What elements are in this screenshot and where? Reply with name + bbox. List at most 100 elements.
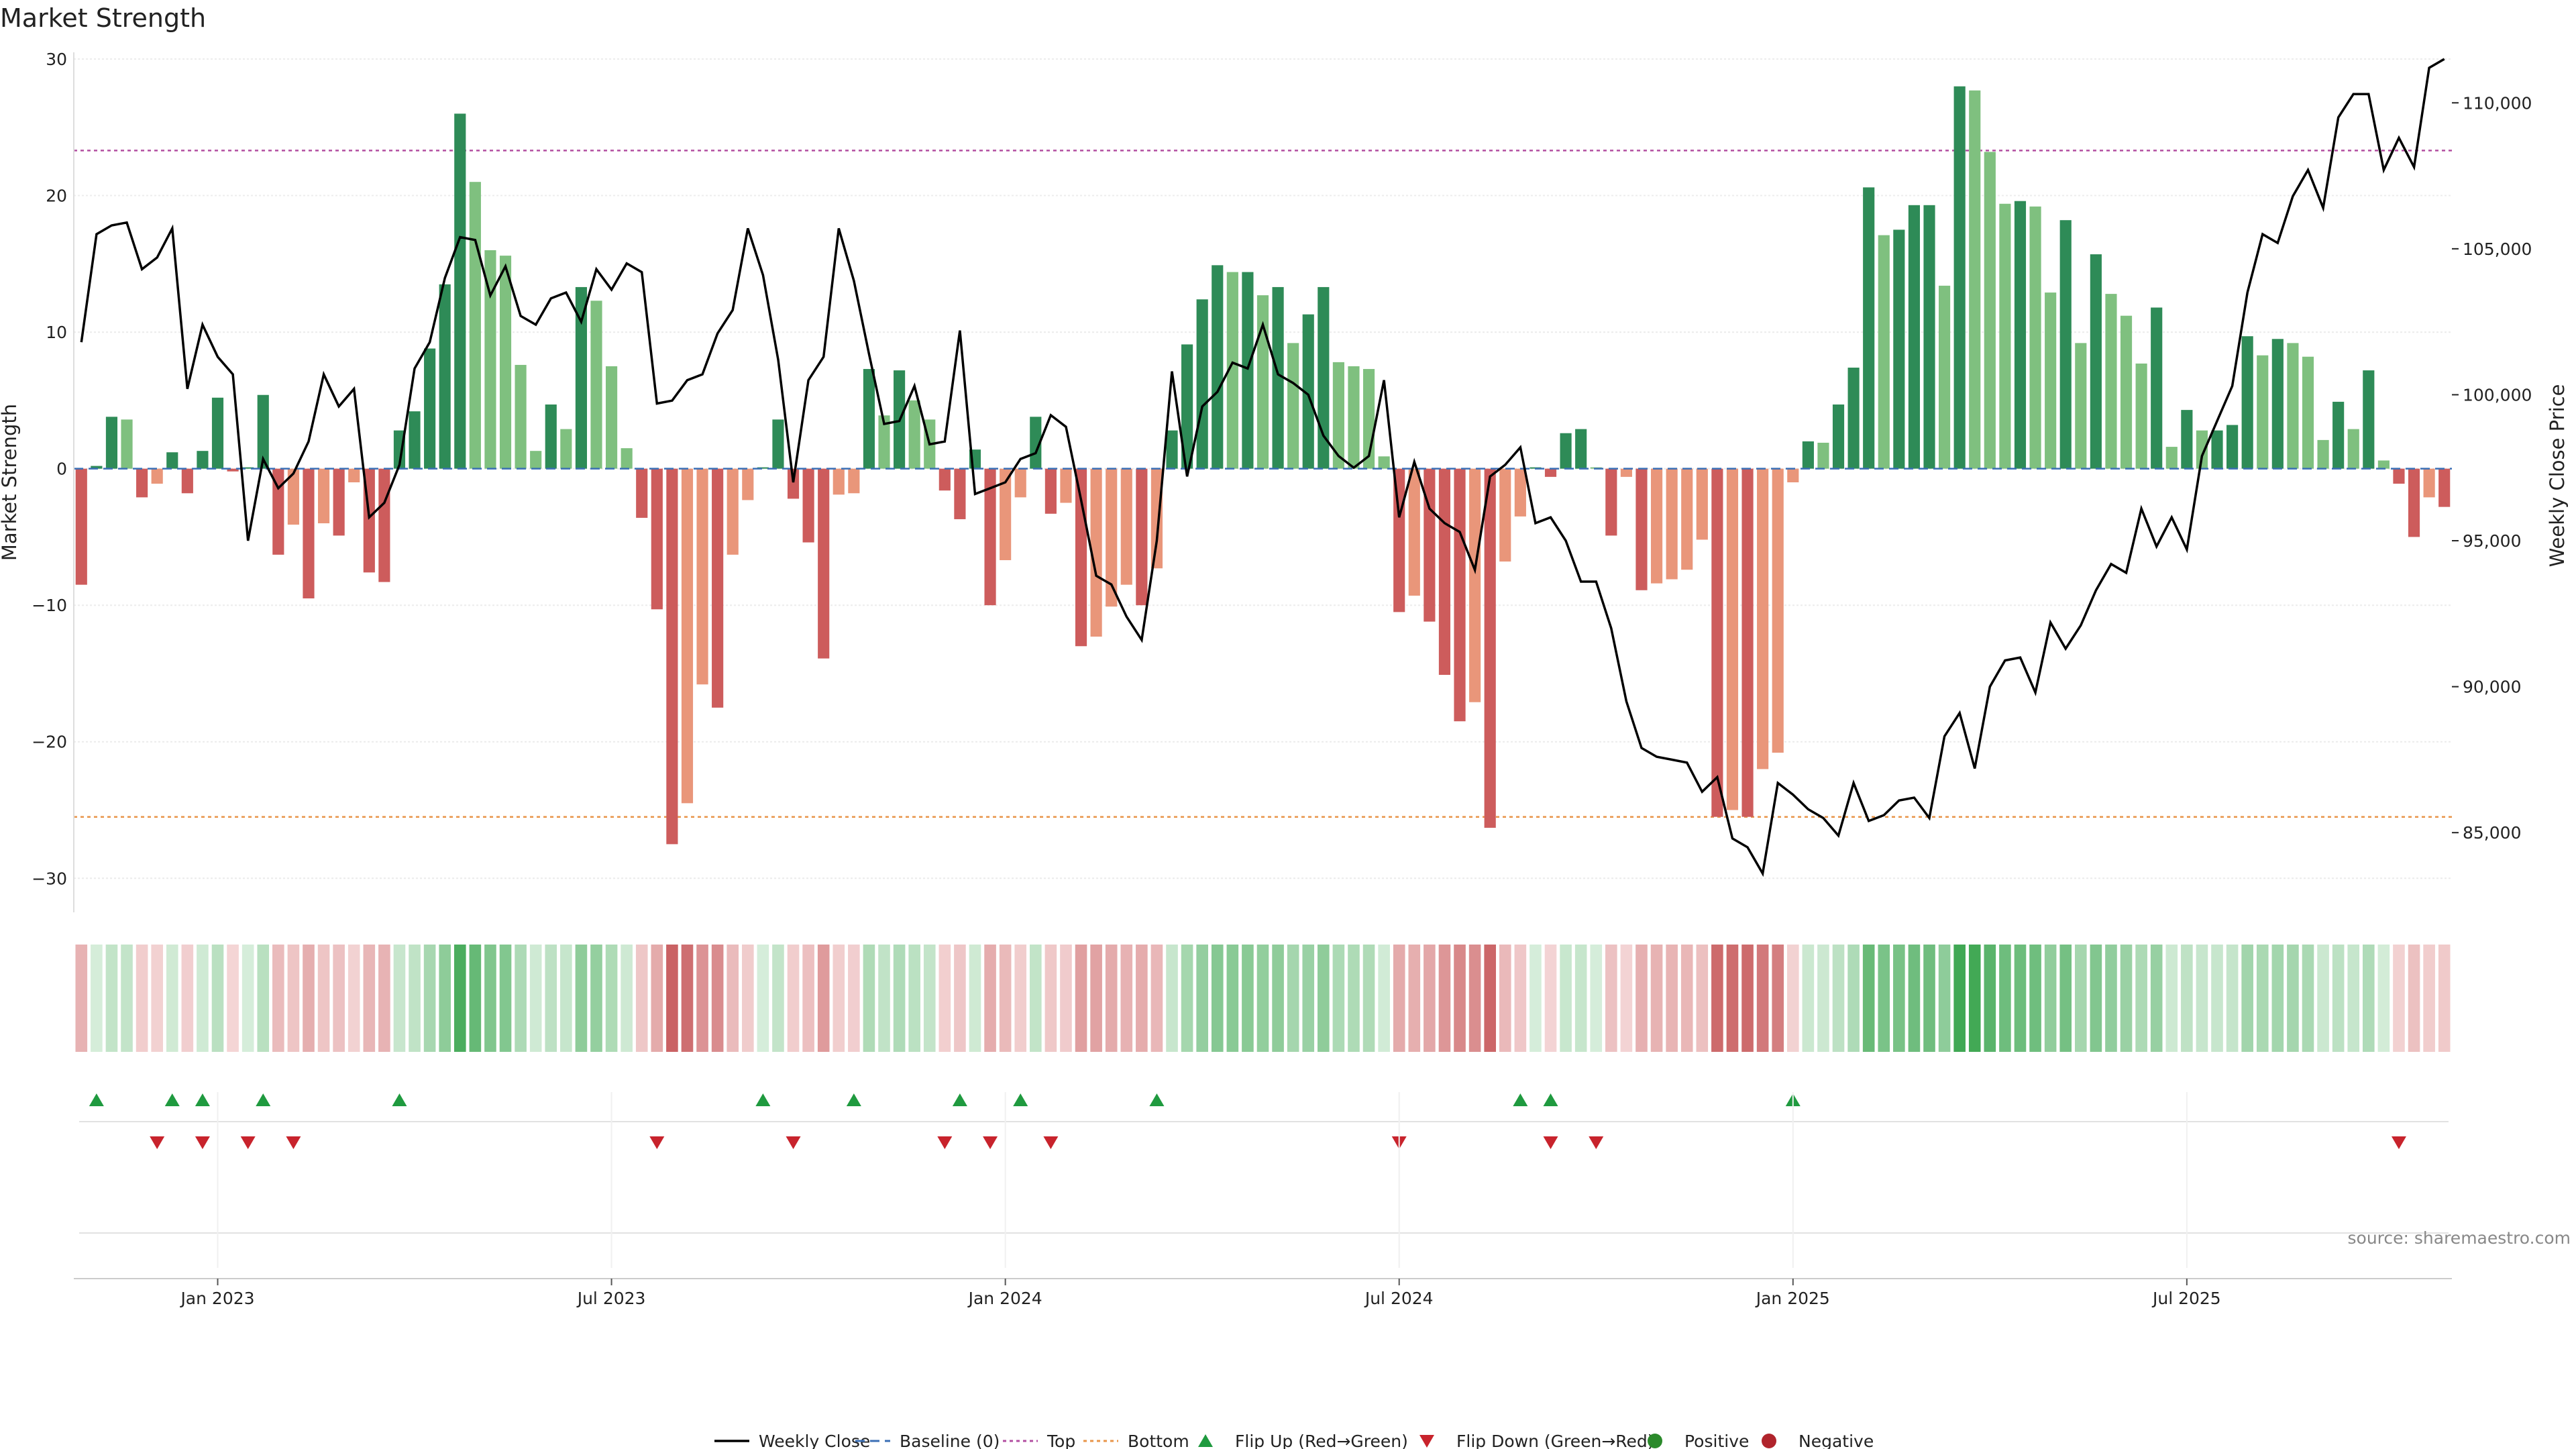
x-tick-label: Jul 2025 bbox=[2151, 1289, 2221, 1308]
strength-bar bbox=[696, 468, 708, 685]
heat-cell bbox=[848, 945, 860, 1052]
strength-bar bbox=[1681, 468, 1693, 570]
heat-cell bbox=[287, 945, 300, 1052]
heat-cell bbox=[1181, 945, 1193, 1052]
left-axis-title: Market Strength bbox=[0, 404, 21, 561]
heat-cell bbox=[575, 945, 588, 1052]
flip-down-marker bbox=[1043, 1136, 1059, 1149]
heat-cell bbox=[1287, 945, 1299, 1052]
heat-cell bbox=[1938, 945, 1951, 1052]
strength-bar bbox=[272, 468, 284, 555]
threshold-lines bbox=[74, 150, 2452, 818]
strength-bar bbox=[409, 411, 421, 469]
flip-down-marker bbox=[786, 1136, 801, 1149]
flip-up-marker bbox=[392, 1093, 407, 1106]
legend-item-baseline: Baseline (0) bbox=[855, 1432, 1000, 1449]
heat-cell bbox=[515, 945, 527, 1052]
heat-cell bbox=[560, 945, 572, 1052]
right-tick-label: 85,000 bbox=[2463, 823, 2521, 843]
strength-bar bbox=[378, 468, 390, 582]
strength-bar bbox=[681, 468, 694, 804]
heat-cell bbox=[757, 945, 769, 1052]
legend-label: Bottom bbox=[1128, 1432, 1189, 1449]
heat-cell bbox=[863, 945, 875, 1052]
heat-cell bbox=[2120, 945, 2133, 1052]
strength-bar bbox=[1438, 468, 1451, 676]
heat-cell bbox=[303, 945, 315, 1052]
strength-bar bbox=[2332, 401, 2345, 469]
legend-label: Negative bbox=[1799, 1432, 1874, 1449]
heat-cell bbox=[2347, 945, 2360, 1052]
heat-cell bbox=[2059, 945, 2072, 1052]
strength-bar bbox=[317, 468, 330, 524]
strength-bar bbox=[333, 468, 345, 536]
flip-up-marker bbox=[952, 1093, 967, 1106]
heat-cell bbox=[363, 945, 376, 1052]
strength-bar bbox=[105, 417, 118, 469]
heat-cell bbox=[1953, 945, 1966, 1052]
strength-bars bbox=[75, 86, 2451, 845]
flip-down-marker bbox=[1589, 1136, 1604, 1149]
heat-cell bbox=[1150, 945, 1163, 1052]
right-axis-title: Weekly Close Price bbox=[2546, 384, 2569, 568]
strength-bar bbox=[2438, 468, 2451, 507]
strength-bar bbox=[2377, 460, 2390, 469]
heat-cell bbox=[393, 945, 406, 1052]
heat-cell bbox=[833, 945, 845, 1052]
strength-bar bbox=[469, 182, 481, 469]
heat-cell bbox=[590, 945, 602, 1052]
heat-cell bbox=[1666, 945, 1678, 1052]
heat-cell bbox=[1650, 945, 1663, 1052]
right-tick-label: 105,000 bbox=[2463, 239, 2532, 259]
strength-bar bbox=[2363, 370, 2375, 469]
strength-bar bbox=[878, 415, 890, 469]
strength-bar bbox=[530, 451, 542, 469]
flip-up-marker bbox=[755, 1093, 771, 1106]
strength-bar bbox=[2347, 429, 2359, 469]
strength-bar bbox=[787, 468, 800, 499]
x-tick-label: Jan 2025 bbox=[1755, 1289, 1830, 1308]
strength-bar bbox=[2408, 468, 2420, 537]
strength-bar bbox=[2241, 336, 2253, 469]
strength-bar bbox=[1378, 456, 1390, 469]
strength-bar bbox=[1499, 468, 1511, 562]
strength-bar bbox=[1106, 468, 1118, 607]
heat-cell bbox=[333, 945, 345, 1052]
heat-cell bbox=[2363, 945, 2375, 1052]
heat-cell bbox=[999, 945, 1012, 1052]
flip-markers bbox=[79, 1093, 2449, 1234]
heat-cell bbox=[1984, 945, 1996, 1052]
flip-up-marker bbox=[1543, 1093, 1558, 1106]
heat-cell bbox=[529, 945, 542, 1052]
strength-bar bbox=[1832, 404, 1845, 469]
strength-bar bbox=[136, 468, 148, 498]
heat-cell bbox=[2438, 945, 2451, 1052]
legend-item-negative: Negative bbox=[1762, 1432, 1874, 1449]
strength-bar bbox=[1772, 468, 1784, 753]
flip-down-marker bbox=[240, 1136, 256, 1149]
strength-bar bbox=[2105, 294, 2117, 469]
heat-cell bbox=[1832, 945, 1845, 1052]
legend-swatch-triangle-up bbox=[1198, 1434, 1213, 1447]
flip-down-marker bbox=[195, 1136, 210, 1149]
right-tick-label: 100,000 bbox=[2463, 385, 2532, 405]
strength-bar bbox=[742, 468, 754, 500]
legend-label: Flip Down (Green→Red) bbox=[1456, 1432, 1654, 1449]
strength-bar bbox=[2135, 363, 2147, 469]
heat-cell bbox=[2150, 945, 2163, 1052]
strength-bar bbox=[1469, 468, 1481, 702]
heat-cell bbox=[2029, 945, 2041, 1052]
strength-bar bbox=[2287, 343, 2299, 469]
heat-cell bbox=[1060, 945, 1072, 1052]
heat-cell bbox=[1166, 945, 1178, 1052]
flip-up-marker bbox=[1013, 1093, 1028, 1106]
heat-cell bbox=[878, 945, 890, 1052]
heat-cell bbox=[2044, 945, 2057, 1052]
heat-cell bbox=[2211, 945, 2223, 1052]
heat-cell bbox=[1908, 945, 1921, 1052]
strength-bar bbox=[2059, 220, 2072, 469]
heat-cell bbox=[1348, 945, 1360, 1052]
strength-bar bbox=[1620, 468, 1632, 477]
x-axis: Jan 2023 Jul 2023 Jan 2024 Jul 2024 Jan 2025… bbox=[74, 1092, 2452, 1308]
heat-cell bbox=[423, 945, 436, 1052]
